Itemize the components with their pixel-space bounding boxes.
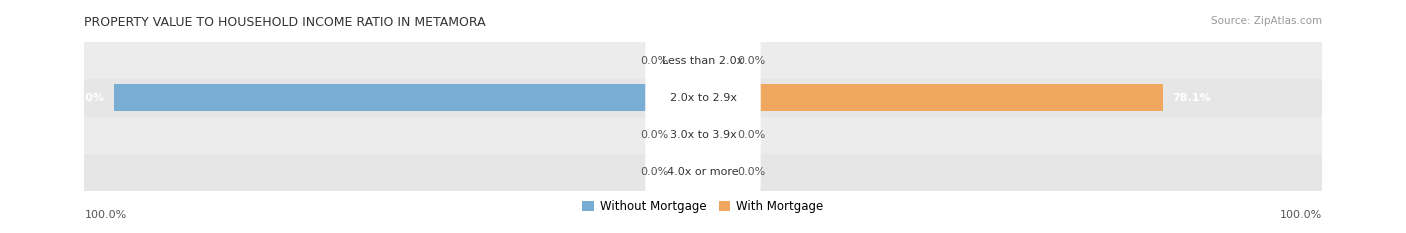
Bar [673, 159, 703, 186]
Text: 100.0%: 100.0% [59, 93, 105, 103]
Bar [703, 47, 733, 74]
FancyBboxPatch shape [645, 133, 761, 212]
Text: Less than 2.0x: Less than 2.0x [662, 56, 744, 65]
Bar [673, 122, 703, 149]
Bar [114, 84, 703, 111]
Text: 0.0%: 0.0% [641, 130, 669, 140]
Bar [703, 159, 733, 186]
Text: 0.0%: 0.0% [737, 56, 765, 65]
Bar [703, 122, 733, 149]
Bar [703, 122, 733, 149]
Text: Source: ZipAtlas.com: Source: ZipAtlas.com [1211, 16, 1322, 26]
Text: 0.0%: 0.0% [641, 56, 669, 65]
Text: 0.0%: 0.0% [737, 168, 765, 177]
Text: 2.0x to 2.9x: 2.0x to 2.9x [669, 93, 737, 103]
Bar [703, 47, 733, 74]
Text: 100.0%: 100.0% [84, 210, 127, 220]
FancyBboxPatch shape [645, 59, 761, 137]
Bar [673, 47, 703, 74]
Bar [703, 159, 733, 186]
FancyBboxPatch shape [645, 21, 761, 100]
Bar [703, 84, 1163, 111]
Bar [673, 122, 703, 149]
Bar [673, 159, 703, 186]
Text: 4.0x or more: 4.0x or more [668, 168, 738, 177]
Text: PROPERTY VALUE TO HOUSEHOLD INCOME RATIO IN METAMORA: PROPERTY VALUE TO HOUSEHOLD INCOME RATIO… [84, 16, 486, 29]
Bar [673, 47, 703, 74]
Text: 0.0%: 0.0% [641, 168, 669, 177]
Text: 3.0x to 3.9x: 3.0x to 3.9x [669, 130, 737, 140]
Text: 100.0%: 100.0% [1279, 210, 1322, 220]
FancyBboxPatch shape [645, 96, 761, 174]
Text: 78.1%: 78.1% [1173, 93, 1211, 103]
Legend: Without Mortgage, With Mortgage: Without Mortgage, With Mortgage [578, 195, 828, 218]
Text: 0.0%: 0.0% [737, 130, 765, 140]
